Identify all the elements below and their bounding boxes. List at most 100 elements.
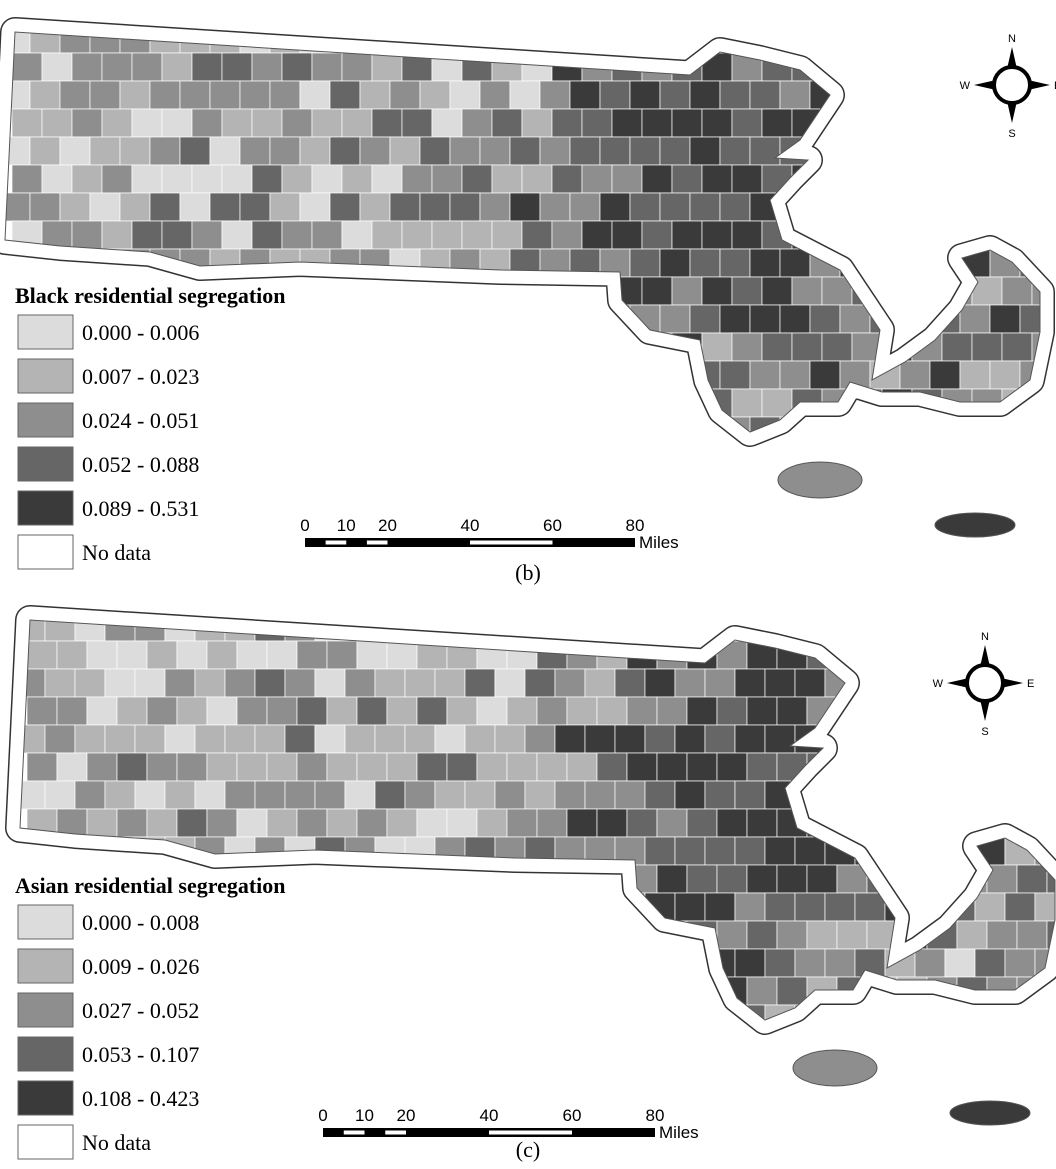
municipality [222, 333, 252, 361]
municipality [330, 361, 360, 389]
municipality [735, 949, 765, 977]
municipality [240, 361, 270, 389]
municipality [402, 445, 432, 473]
municipality [930, 417, 960, 445]
municipality [897, 1033, 927, 1061]
municipality [882, 221, 912, 249]
municipality [72, 53, 102, 81]
municipality [225, 949, 255, 977]
municipality [285, 725, 315, 753]
municipality [102, 221, 132, 249]
municipality [1017, 641, 1047, 669]
municipality [555, 949, 585, 977]
municipality [345, 1005, 375, 1033]
municipality [720, 305, 750, 333]
municipality [267, 809, 297, 837]
legend-label: No data [82, 1130, 151, 1155]
municipality [195, 669, 225, 697]
municipality [1002, 445, 1032, 473]
municipality [570, 417, 600, 445]
municipality [297, 697, 327, 725]
municipality [672, 221, 702, 249]
municipality [477, 1033, 507, 1061]
municipality [675, 781, 705, 809]
municipality [462, 445, 492, 473]
legend-swatch [18, 535, 73, 569]
municipality [285, 893, 315, 921]
municipality [372, 445, 402, 473]
municipality [135, 781, 165, 809]
municipality [735, 893, 765, 921]
municipality [642, 389, 672, 417]
municipality [207, 921, 237, 949]
municipality [825, 893, 855, 921]
municipality [645, 1005, 675, 1033]
municipality [912, 53, 942, 81]
municipality [72, 221, 102, 249]
municipality [567, 697, 597, 725]
municipality [300, 81, 330, 109]
municipality [207, 977, 237, 1005]
municipality [825, 781, 855, 809]
municipality [765, 669, 795, 697]
municipality [675, 893, 705, 921]
municipality [345, 669, 375, 697]
municipality [480, 193, 510, 221]
municipality [780, 249, 810, 277]
municipality [150, 193, 180, 221]
municipality [867, 641, 897, 669]
municipality [672, 389, 702, 417]
municipality [132, 109, 162, 137]
municipality [597, 697, 627, 725]
municipality [1035, 893, 1056, 921]
municipality [522, 333, 552, 361]
municipality [795, 613, 825, 641]
municipality [360, 417, 390, 445]
municipality [12, 53, 42, 81]
municipality [627, 977, 657, 1005]
municipality [57, 641, 87, 669]
municipality [600, 81, 630, 109]
municipality [522, 109, 552, 137]
municipality [60, 137, 90, 165]
municipality [282, 333, 312, 361]
municipality [1050, 361, 1056, 389]
municipality [147, 809, 177, 837]
municipality [105, 725, 135, 753]
scale-tick-label: 10 [355, 1106, 374, 1125]
municipality [222, 221, 252, 249]
municipality [237, 921, 267, 949]
municipality [540, 137, 570, 165]
municipality [150, 137, 180, 165]
municipality [702, 277, 732, 305]
municipality [387, 753, 417, 781]
caption: (b) [515, 560, 541, 585]
scale-tick-label: 0 [318, 1106, 327, 1125]
municipality [312, 277, 342, 305]
municipality [552, 445, 582, 473]
municipality [360, 193, 390, 221]
municipality [702, 165, 732, 193]
legend-label: 0.000 - 0.008 [82, 910, 199, 935]
municipality [675, 837, 705, 865]
municipality [1017, 753, 1047, 781]
municipality [747, 977, 777, 1005]
municipality [192, 109, 222, 137]
municipality [1017, 865, 1047, 893]
municipality [522, 165, 552, 193]
municipality [195, 1005, 225, 1033]
municipality [687, 1033, 717, 1061]
municipality [705, 837, 735, 865]
municipality [660, 137, 690, 165]
municipality [450, 361, 480, 389]
municipality [717, 753, 747, 781]
municipality [837, 809, 867, 837]
municipality [972, 165, 1002, 193]
municipality [765, 725, 795, 753]
municipality [927, 753, 957, 781]
scale-bar: 01020406080Miles [300, 516, 678, 552]
municipality [300, 361, 330, 389]
municipality [447, 1033, 477, 1061]
municipality [900, 249, 930, 277]
municipality [480, 137, 510, 165]
